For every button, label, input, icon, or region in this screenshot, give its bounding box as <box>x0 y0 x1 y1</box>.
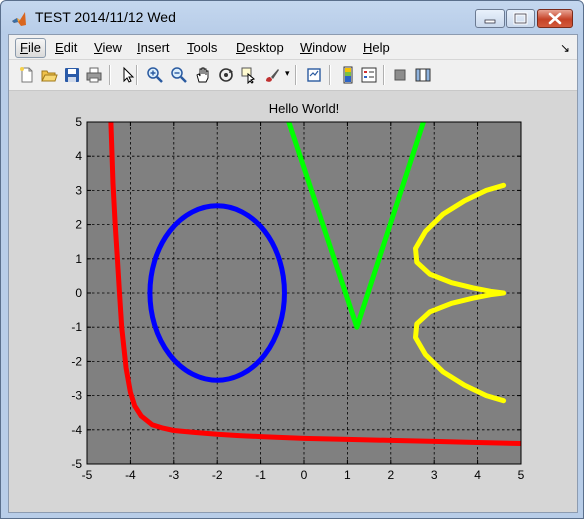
colorbar-icon[interactable] <box>339 66 357 84</box>
menu-label-rest: iew <box>102 40 122 55</box>
zoom-out-icon[interactable] <box>170 66 188 84</box>
toolbar-separator <box>136 65 138 85</box>
menu-insert[interactable]: Insert <box>133 38 174 58</box>
toolbar-separator <box>383 65 385 85</box>
hide-plot-tools-icon[interactable] <box>391 66 409 84</box>
menu-tools[interactable]: Tools <box>183 38 221 58</box>
open-file-icon[interactable] <box>40 66 58 84</box>
menu-label-rest: ools <box>193 40 218 55</box>
menu-edit[interactable]: Edit <box>51 38 81 58</box>
x-tick-label: -2 <box>212 468 223 482</box>
y-tick-label: -3 <box>71 389 82 403</box>
series-blue-line[interactable] <box>147 203 287 383</box>
y-tick-label: -4 <box>71 423 82 437</box>
menu-view[interactable]: View <box>90 38 126 58</box>
y-tick-label: -5 <box>71 457 82 471</box>
rotate-3d-icon[interactable] <box>217 66 235 84</box>
toolbar-separator <box>109 65 111 85</box>
save-icon[interactable] <box>63 66 81 84</box>
x-tick-label: 5 <box>518 468 525 482</box>
brush-icon[interactable] <box>263 66 281 84</box>
x-tick-label: 3 <box>431 468 438 482</box>
title-bar[interactable]: TEST 2014/11/12 Wed <box>1 1 583 33</box>
y-tick-label: 4 <box>75 149 82 163</box>
brush-dropdown-arrow-icon[interactable]: ▾ <box>285 68 290 78</box>
x-tick-label: 1 <box>344 468 351 482</box>
y-tick-label: 2 <box>75 218 82 232</box>
toolbar-separator <box>329 65 331 85</box>
close-icon <box>548 12 562 25</box>
minimize-icon <box>484 19 496 24</box>
y-tick-label: -2 <box>71 354 82 368</box>
matlab-logo-icon <box>12 12 26 26</box>
new-figure-icon[interactable] <box>18 66 36 84</box>
x-tick-label: 2 <box>387 468 394 482</box>
menu-label-rest: esktop <box>245 40 284 55</box>
menu-mnemonic: D <box>236 40 246 55</box>
menu-label-rest: elp <box>372 40 390 55</box>
show-plot-tools-icon[interactable] <box>414 66 432 84</box>
menu-overflow-arrow-icon[interactable]: ↘ <box>560 41 571 55</box>
series-green-line[interactable] <box>286 122 426 330</box>
menu-label-rest: nsert <box>140 40 170 55</box>
x-tick-label: 0 <box>301 468 308 482</box>
y-tick-label: 5 <box>75 115 82 129</box>
y-tick-label: 1 <box>75 252 82 266</box>
menu-help[interactable]: Help <box>359 38 394 58</box>
chart-title: Hello World! <box>269 101 340 116</box>
legend-icon[interactable] <box>360 66 378 84</box>
pan-hand-icon[interactable] <box>194 66 212 84</box>
window-title: TEST 2014/11/12 Wed <box>35 9 176 25</box>
x-tick-label: -3 <box>168 468 179 482</box>
zoom-in-icon[interactable] <box>146 66 164 84</box>
y-tick-label: 3 <box>75 183 82 197</box>
y-tick-label: -1 <box>71 320 82 334</box>
maximize-icon <box>513 12 528 25</box>
link-plot-icon[interactable] <box>305 66 323 84</box>
minimize-button[interactable] <box>475 9 505 28</box>
select-arrow-icon[interactable] <box>119 66 137 84</box>
menu-window[interactable]: Window <box>296 38 350 58</box>
data-cursor-icon[interactable] <box>240 66 258 84</box>
print-icon[interactable] <box>85 66 103 84</box>
toolbar-separator <box>295 65 297 85</box>
x-tick-label: -1 <box>255 468 266 482</box>
menu-label-rest: dit <box>63 40 78 55</box>
menu-label-rest: indow <box>312 40 347 55</box>
close-button[interactable] <box>537 9 573 28</box>
menu-label-rest: ile <box>27 40 41 55</box>
x-tick-label: -4 <box>125 468 136 482</box>
menu-desktop[interactable]: Desktop <box>232 38 288 58</box>
menu-file[interactable]: File <box>15 38 46 58</box>
series-red-line[interactable] <box>108 122 521 446</box>
menu-mnemonic: E <box>55 40 64 55</box>
maximize-button[interactable] <box>506 9 535 28</box>
figure-toolbar: ▾ <box>9 60 577 91</box>
axes-area[interactable]: -5 -4 -3 -2 -1 0 1 2 3 4 5 -5 -4 -3 -2 -1 0 1 2 3 4 5 Hello Wo… <box>9 35 577 512</box>
menu-mnemonic: F <box>20 40 28 55</box>
menu-mnemonic: T <box>187 40 194 55</box>
menu-bar: ↘ File Edit View Insert Tools Desktop Window He… <box>9 35 577 59</box>
series-yellow-line[interactable] <box>413 182 507 404</box>
y-tick-label: 0 <box>75 286 82 300</box>
x-tick-label: 4 <box>474 468 481 482</box>
menu-mnemonic: V <box>94 40 103 55</box>
figure-client-area: ↘ File Edit View Insert Tools Desktop Window He… <box>8 34 578 513</box>
x-tick-label: -5 <box>82 468 93 482</box>
menu-mnemonic: H <box>363 40 373 55</box>
menu-mnemonic: W <box>300 40 313 55</box>
menu-mnemonic: I <box>137 40 141 55</box>
